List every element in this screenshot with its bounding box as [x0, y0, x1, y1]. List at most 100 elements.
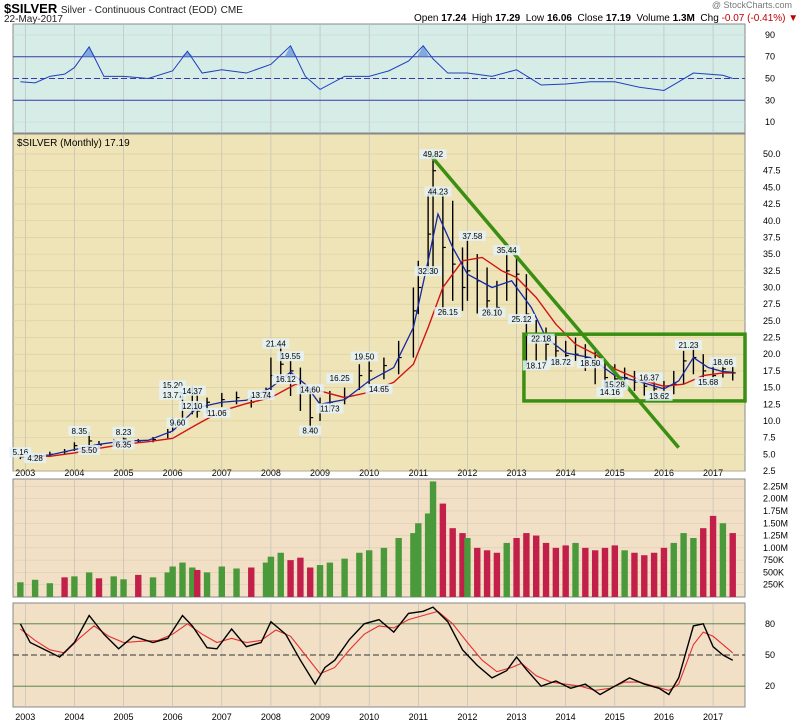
volume-bar — [110, 576, 117, 597]
price-label-bg — [262, 338, 290, 349]
volume-bar — [316, 565, 324, 597]
volume-bar — [429, 481, 437, 597]
price-data-label: 22.18 — [531, 335, 552, 344]
price-data-label: 15.68 — [698, 378, 719, 387]
price-data-label: 13.74 — [251, 391, 272, 400]
price-data-label: 16.37 — [639, 373, 660, 382]
volume-bar — [380, 547, 388, 597]
volume-bar — [267, 556, 275, 597]
price-data-label: 18.50 — [580, 359, 601, 368]
x-tick-label-top: 2004 — [64, 468, 84, 478]
x-tick-label-bottom: 2014 — [556, 712, 576, 722]
volume-bar — [670, 542, 677, 597]
volume-bar — [410, 533, 417, 597]
price-label-bg — [522, 360, 550, 371]
volume-bar — [307, 567, 314, 597]
volume-label: Volume — [636, 13, 670, 24]
price-label-bg — [478, 307, 506, 318]
volume-bar — [341, 558, 348, 597]
price-tick-label: 37.5 — [763, 232, 781, 242]
price-data-label: 21.44 — [266, 340, 287, 349]
rsi-tick-label: 50 — [765, 74, 775, 84]
volume-bar — [135, 574, 142, 597]
quote-line: Open 17.24 High 17.29 Low 16.06 Close 17… — [414, 13, 798, 24]
volume-bar — [680, 533, 687, 597]
volume-bar — [297, 557, 304, 597]
stochastic-k-line — [19, 606, 734, 696]
price-data-label: 44.23 — [428, 188, 449, 197]
price-label-bg — [178, 385, 206, 396]
price-label-bg — [277, 351, 305, 362]
downtrend-line — [429, 154, 681, 449]
volume-bar — [262, 562, 270, 597]
price-label-bg — [675, 340, 703, 351]
volume-bar — [719, 523, 727, 597]
price-data-label: 32.30 — [418, 267, 439, 276]
price-data-label: 6.35 — [116, 440, 132, 449]
volume-bar — [71, 576, 78, 597]
volume-bar — [149, 577, 157, 597]
price-tick-label: 32.5 — [763, 266, 781, 276]
price-tick-label: 12.5 — [763, 399, 781, 409]
price-tick-label: 22.5 — [763, 333, 781, 343]
price-data-label: 12.10 — [182, 402, 203, 411]
volume-bar — [474, 547, 481, 597]
price-tick-label: 47.5 — [763, 166, 781, 176]
volume-bar — [277, 552, 284, 597]
price-tick-label: 15.0 — [763, 383, 781, 393]
price-tick-label: 10.0 — [763, 416, 781, 426]
price-tick-label: 30.0 — [763, 282, 781, 292]
price-tick-label: 20.0 — [763, 349, 781, 359]
high-label: High — [471, 13, 493, 24]
price-data-label: 13.77 — [163, 391, 184, 400]
x-tick-label-top: 2005 — [114, 468, 134, 478]
price-label-bg — [709, 357, 737, 368]
volume-bar — [533, 535, 540, 597]
price-label-bg — [458, 230, 486, 241]
volume-tick-label: 1.75M — [763, 506, 788, 516]
volume-bar — [641, 555, 648, 597]
price-data-label: 21.23 — [678, 341, 699, 350]
price-data-label: 16.12 — [276, 375, 297, 384]
volume-bar — [203, 572, 211, 597]
price-data-label: 8.40 — [302, 427, 318, 436]
volume-bar — [356, 552, 363, 597]
price-data-label: 14.37 — [182, 387, 203, 396]
price-data-label: 26.15 — [438, 308, 459, 317]
stochastic-tick-label: 20 — [765, 681, 775, 691]
volume-bar — [424, 513, 432, 597]
price-data-label: 19.55 — [281, 352, 302, 361]
volume-bar — [690, 538, 697, 597]
price-tick-label: 5.0 — [763, 449, 776, 459]
chg-value: -0.07 (-0.41%) — [721, 13, 786, 24]
stochastic-tick-label: 80 — [765, 619, 775, 629]
price-data-label: 37.58 — [462, 232, 483, 241]
x-tick-label-bottom: 2006 — [163, 712, 183, 722]
price-label-bg — [272, 374, 300, 385]
price-label-bg — [203, 407, 231, 418]
price-tick-label: 17.5 — [763, 366, 781, 376]
rsi-tick-label: 90 — [765, 30, 775, 40]
volume-bar — [459, 533, 466, 597]
volume-bar — [464, 538, 471, 597]
price-data-label: 9.60 — [170, 419, 186, 428]
x-tick-label-top: 2009 — [310, 468, 330, 478]
volume-bar — [729, 533, 736, 597]
price-data-label: 15.20 — [163, 381, 184, 390]
x-tick-label-top: 2007 — [212, 468, 232, 478]
volume-bar — [449, 528, 456, 597]
volume-bar — [120, 579, 127, 597]
chg-label: Chg — [700, 13, 719, 24]
price-label-bg — [9, 447, 32, 458]
volume-tick-label: 1.25M — [763, 531, 788, 541]
volume-bar — [483, 550, 491, 597]
volume-bar — [46, 583, 54, 597]
price-data-label: 5.16 — [13, 448, 29, 457]
price-data-label: 5.50 — [81, 446, 97, 455]
price-label-bg — [365, 383, 393, 394]
price-tick-label: 45.0 — [763, 182, 781, 192]
price-label-bg — [424, 186, 452, 197]
volume-bar — [650, 552, 658, 597]
x-tick-label-bottom: 2013 — [507, 712, 527, 722]
